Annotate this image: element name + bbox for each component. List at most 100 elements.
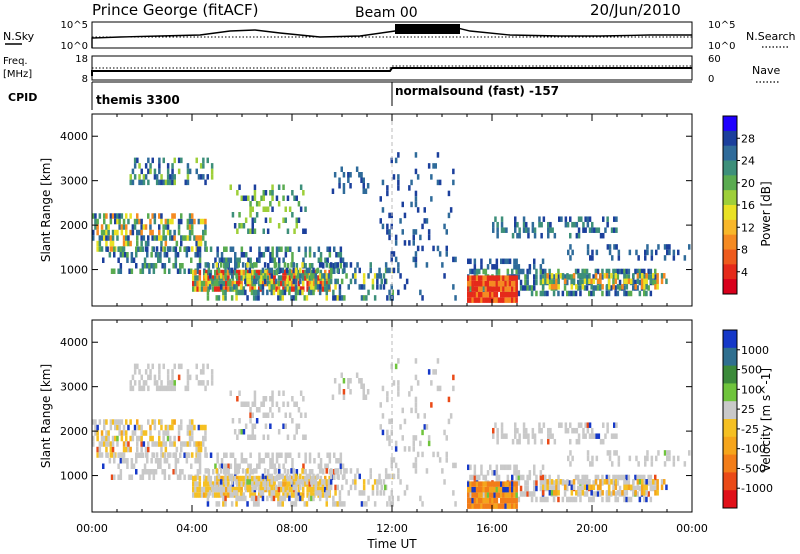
power-cell	[238, 223, 241, 229]
velocity-cell	[230, 501, 234, 507]
power-cell	[304, 269, 307, 276]
velocity-cell	[302, 486, 305, 493]
velocity-cell	[522, 422, 526, 428]
power-cell	[133, 157, 137, 164]
velocity-cell	[394, 440, 398, 447]
velocity-ylabel: Slant Range [km]	[39, 364, 53, 468]
velocity-cell	[148, 469, 151, 475]
velocity-cell	[558, 422, 561, 428]
power-cell	[198, 263, 202, 269]
power-cell	[113, 268, 116, 274]
power-cell	[227, 257, 230, 263]
velocity-cell	[215, 501, 218, 507]
power-cell	[305, 295, 309, 301]
power-cell	[480, 286, 483, 292]
velocity-cell	[638, 485, 642, 492]
velocity-cell	[627, 474, 631, 481]
power-cell	[516, 221, 519, 228]
velocity-cell	[277, 429, 281, 435]
velocity-cell	[546, 484, 549, 491]
velocity-cell	[381, 413, 385, 419]
power-cell	[209, 269, 213, 276]
velocity-cell	[604, 433, 607, 439]
velocity-cell	[146, 452, 149, 458]
velocity-cell	[299, 390, 303, 396]
velocity-cell	[218, 486, 221, 493]
power-cell	[262, 280, 265, 287]
velocity-cell	[207, 492, 210, 498]
velocity-cell	[625, 480, 628, 486]
velocity-cell	[163, 474, 167, 480]
power-cell	[220, 257, 224, 263]
power-cell	[209, 280, 213, 287]
power-cell	[142, 179, 146, 186]
velocity-cell	[495, 486, 499, 493]
power-cell	[583, 278, 587, 285]
velocity-cell	[635, 455, 638, 462]
power-cell	[193, 218, 196, 225]
velocity-cell	[158, 363, 161, 370]
power-cell	[478, 297, 481, 303]
velocity-cell	[581, 474, 584, 481]
power-cell	[283, 289, 287, 296]
velocity-cell	[577, 433, 581, 439]
velocity-cell	[649, 480, 653, 486]
velocity-cell	[321, 468, 324, 474]
velocity-cell	[634, 485, 637, 492]
power-cell	[557, 290, 560, 297]
velocity-cell	[591, 455, 594, 462]
power-cell	[269, 280, 272, 287]
power-cell	[358, 284, 361, 290]
power-cell	[636, 285, 639, 291]
velocity-cell	[286, 469, 290, 475]
power-cell	[169, 179, 172, 186]
power-cell	[383, 278, 387, 285]
power-cell	[561, 290, 565, 297]
velocity-cell	[339, 452, 343, 458]
power-cell	[362, 188, 365, 194]
power-cell	[188, 224, 192, 230]
velocity-cell	[582, 433, 585, 439]
velocity-cell	[308, 469, 312, 475]
velocity-cell	[475, 497, 479, 504]
velocity-cell	[506, 474, 510, 481]
power-cell	[522, 227, 526, 233]
power-cell	[151, 235, 154, 241]
power-cell	[155, 179, 159, 186]
power-cell	[255, 273, 258, 279]
power-cell	[478, 268, 481, 275]
power-cell	[412, 234, 415, 241]
power-cell	[588, 216, 592, 222]
velocity-cell	[273, 469, 277, 475]
power-cell	[656, 273, 659, 279]
velocity-cell	[581, 479, 585, 485]
velocity-cell	[252, 468, 256, 474]
power-cell	[616, 290, 620, 297]
velocity-cell	[299, 492, 303, 498]
power-cell	[473, 291, 477, 298]
velocity-cell	[549, 427, 552, 434]
velocity-cell	[151, 363, 154, 370]
power-cell	[325, 289, 328, 296]
power-cell	[242, 252, 246, 258]
power-cell	[443, 223, 446, 230]
velocity-cell	[225, 486, 228, 493]
velocity-cell	[177, 435, 181, 442]
velocity-cell	[271, 396, 274, 402]
power-cell	[238, 280, 241, 287]
power-cell	[321, 273, 324, 279]
power-cell	[654, 268, 657, 275]
velocity-cell	[583, 491, 587, 497]
velocity-cell	[151, 419, 154, 425]
velocity-cell	[500, 503, 503, 509]
velocity-cell	[541, 464, 545, 471]
power-cell	[255, 295, 258, 301]
velocity-cell	[259, 490, 262, 496]
velocity-cell	[502, 497, 505, 504]
velocity-cell	[566, 479, 569, 485]
power-cell	[149, 218, 152, 225]
velocity-cell	[369, 468, 372, 474]
velocity-cell	[575, 427, 579, 434]
power-cell	[249, 206, 252, 212]
velocity-cell	[569, 450, 572, 456]
